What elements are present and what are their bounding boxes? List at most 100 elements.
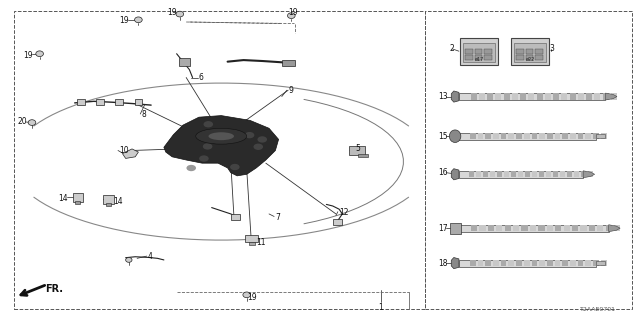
- Bar: [522, 225, 527, 231]
- Bar: [545, 93, 551, 100]
- Ellipse shape: [241, 135, 250, 141]
- Bar: [596, 134, 605, 138]
- Text: 17: 17: [438, 224, 447, 233]
- Bar: [580, 225, 587, 231]
- Bar: [425, 11, 632, 309]
- Bar: [597, 225, 604, 231]
- Bar: [596, 261, 605, 265]
- Ellipse shape: [257, 131, 266, 137]
- Bar: [563, 260, 568, 266]
- Bar: [586, 93, 592, 100]
- Bar: [483, 171, 488, 178]
- Bar: [573, 171, 579, 178]
- Bar: [536, 93, 543, 100]
- Bar: [532, 133, 537, 140]
- Bar: [539, 171, 544, 178]
- Bar: [246, 235, 258, 243]
- Ellipse shape: [28, 120, 36, 125]
- Bar: [504, 171, 509, 178]
- Bar: [493, 133, 499, 140]
- Text: 10: 10: [119, 146, 129, 155]
- Bar: [570, 260, 576, 266]
- Bar: [530, 225, 536, 231]
- Text: 11: 11: [256, 238, 266, 247]
- Bar: [450, 223, 461, 234]
- Bar: [493, 260, 499, 266]
- Bar: [588, 171, 593, 178]
- Bar: [103, 195, 113, 204]
- Text: ø22: ø22: [525, 57, 535, 62]
- Bar: [532, 171, 537, 178]
- Bar: [614, 225, 620, 231]
- Bar: [460, 38, 499, 65]
- Text: 5: 5: [355, 144, 360, 153]
- Text: 19: 19: [288, 8, 298, 17]
- Bar: [504, 225, 511, 231]
- Bar: [282, 60, 294, 67]
- Text: 1: 1: [378, 303, 383, 312]
- Bar: [97, 100, 104, 105]
- Bar: [516, 260, 522, 266]
- Ellipse shape: [125, 258, 132, 262]
- Text: 12: 12: [339, 208, 349, 217]
- Text: 20: 20: [17, 117, 27, 126]
- Bar: [459, 171, 583, 178]
- Bar: [475, 55, 483, 60]
- Bar: [593, 133, 599, 140]
- Bar: [595, 93, 600, 100]
- Bar: [563, 133, 568, 140]
- Bar: [566, 171, 572, 178]
- Bar: [515, 43, 546, 62]
- Bar: [73, 193, 83, 202]
- Bar: [477, 260, 483, 266]
- Polygon shape: [605, 93, 617, 100]
- Text: 14: 14: [113, 197, 122, 206]
- Bar: [546, 171, 551, 178]
- Bar: [471, 225, 477, 231]
- Bar: [516, 133, 522, 140]
- Polygon shape: [451, 258, 459, 269]
- Bar: [495, 93, 502, 100]
- Bar: [511, 171, 516, 178]
- Bar: [463, 43, 495, 62]
- Bar: [488, 225, 494, 231]
- Bar: [358, 154, 368, 157]
- Polygon shape: [609, 225, 620, 232]
- Text: 13: 13: [438, 92, 447, 101]
- Bar: [593, 260, 599, 266]
- Text: ø17: ø17: [475, 57, 484, 62]
- Ellipse shape: [171, 164, 180, 170]
- Text: 6: 6: [199, 73, 204, 82]
- Bar: [469, 171, 474, 178]
- Text: 9: 9: [288, 86, 293, 95]
- Bar: [459, 260, 596, 267]
- Text: T2AAE0701: T2AAE0701: [580, 307, 616, 312]
- Bar: [76, 201, 81, 204]
- Bar: [459, 133, 596, 140]
- Bar: [179, 59, 190, 67]
- Bar: [465, 49, 473, 54]
- Bar: [561, 93, 568, 100]
- Bar: [508, 133, 514, 140]
- Bar: [578, 93, 584, 100]
- Bar: [134, 100, 142, 105]
- Bar: [475, 49, 483, 54]
- Text: FR.: FR.: [45, 284, 63, 294]
- Ellipse shape: [173, 120, 183, 126]
- Ellipse shape: [449, 130, 461, 142]
- Bar: [512, 93, 518, 100]
- Bar: [500, 260, 506, 266]
- Bar: [14, 11, 425, 309]
- Bar: [524, 260, 529, 266]
- Bar: [470, 260, 476, 266]
- Ellipse shape: [195, 125, 204, 132]
- Text: 16: 16: [438, 168, 447, 177]
- Bar: [553, 171, 558, 178]
- Bar: [589, 225, 595, 231]
- Text: 19: 19: [246, 292, 257, 301]
- Text: 14: 14: [59, 194, 68, 203]
- Ellipse shape: [134, 17, 142, 23]
- Ellipse shape: [176, 11, 184, 17]
- Bar: [555, 133, 561, 140]
- Bar: [496, 225, 502, 231]
